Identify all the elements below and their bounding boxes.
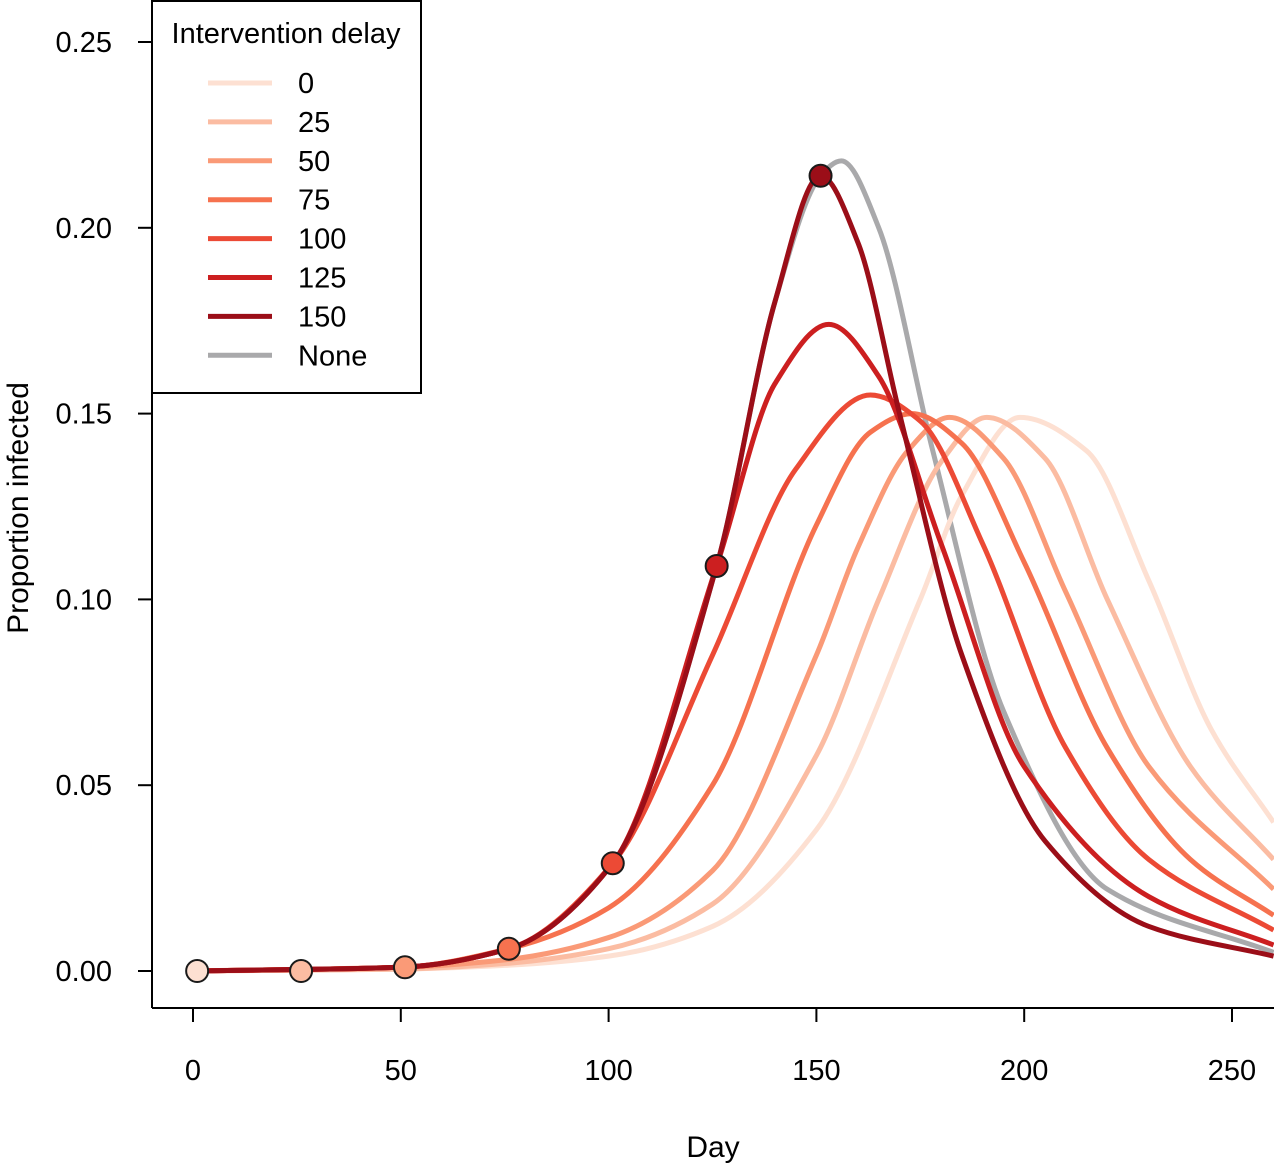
legend-title: Intervention delay	[172, 18, 401, 50]
legend-label-125: 125	[298, 263, 346, 295]
legend-label-50: 50	[298, 146, 330, 178]
intervention-marker-0	[185, 959, 210, 983]
series-line-25	[192, 414, 1274, 974]
y-axis-title: Proportion infected	[2, 382, 35, 634]
x-tick-label: 0	[185, 1055, 201, 1087]
legend-label-75: 75	[298, 185, 330, 217]
intervention-marker-25	[289, 959, 314, 983]
intervention-marker-125	[704, 553, 729, 578]
x-tick-label: 250	[1208, 1055, 1256, 1087]
intervention-marker-75	[496, 936, 521, 961]
x-tick-label: 50	[385, 1055, 417, 1087]
intervention-marker-150	[808, 163, 833, 188]
intervention-marker-100	[600, 851, 625, 876]
legend-label-none: None	[298, 340, 367, 372]
x-tick-label: 200	[1000, 1055, 1048, 1087]
x-tick-label: 150	[792, 1055, 840, 1087]
legend-label-0: 0	[298, 68, 314, 100]
y-tick-label: 0.10	[56, 584, 112, 616]
legend-label-150: 150	[298, 301, 346, 333]
legend: Intervention delay 0 25 50 75 100 125 150 None	[151, 0, 422, 394]
series-line-50	[192, 414, 1274, 974]
legend-label-100: 100	[298, 224, 346, 256]
intervention-marker-50	[392, 955, 417, 980]
y-tick-label: 0.20	[56, 213, 112, 245]
y-tick-label: 0.00	[56, 956, 112, 988]
x-axis-title: Day	[686, 1131, 739, 1164]
axes: 0.000.050.100.150.200.250 50 100 150 200 250	[56, 0, 1274, 1087]
y-tick-label: 0.25	[56, 27, 112, 59]
legend-box	[151, 0, 422, 394]
x-tick-label: 100	[584, 1055, 632, 1087]
y-tick-label: 0.15	[56, 399, 112, 431]
legend-label-25: 25	[298, 107, 330, 139]
intervention-markers	[185, 163, 833, 983]
y-tick-label: 0.05	[56, 770, 112, 802]
